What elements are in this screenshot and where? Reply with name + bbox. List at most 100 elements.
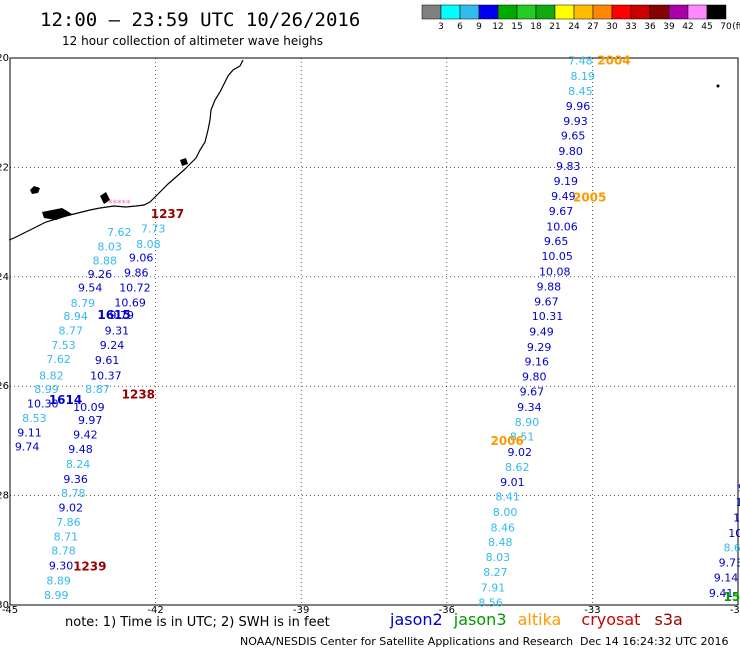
colorbar-swatch [554,4,575,20]
lat-lon-grid [9,57,739,606]
swh-value-label: 8.03 [97,241,122,254]
swh-value-label: 8.62 [505,461,530,474]
x-tick-label: -45 [2,605,18,616]
chart-title: 12:00 – 23:59 UTC 10/26/2016 [40,9,360,31]
swh-value-label: 8.90 [515,416,540,429]
track-series: 7.48 8.19 8.45 9.96 9.93 9.65 9.80 9.83 9.19 9.49… [478,55,595,610]
y-tick-label: -22 [0,162,9,173]
orbit-number-label: 1614 [49,393,82,407]
x-tick-label: -42 [147,605,163,616]
swh-value-label: 7.86 [56,516,81,529]
swh-value-label: 8.87 [85,383,110,396]
island-1 [30,186,40,194]
swh-value-label: 8.41 [495,491,520,504]
colorbar-swatch [478,4,499,20]
swh-value-label: 7.91 [481,581,506,594]
swh-value-label: 9.30 [49,560,74,573]
orbit-number-label: 1237 [151,207,184,221]
colorbar-swatch [668,4,689,20]
swh-value-label: 9.42 [73,428,98,441]
swh-value-label: 10.30 [27,398,58,411]
swh-value-label: 8.88 [93,254,118,267]
swh-value-label: 9.49 [551,190,576,203]
colorbar-tick: 12 [492,22,503,32]
gap-marker: ***** [108,199,131,209]
swh-value-label: 9.86 [124,266,149,279]
colorbar-swatch [573,4,594,20]
swh-value-label: 8.78 [51,544,76,557]
orbit-number-label: 2006 [490,434,523,448]
swh-value-label: 8.94 [63,310,88,323]
y-tick-label: -26 [0,381,9,392]
orbit-number-label: 1513 [723,590,740,604]
legend-cryosat: cryosat [581,610,640,629]
x-tick-label: -36 [439,605,455,616]
colorbar-swatch [459,4,480,20]
swh-value-label: 10.09 [73,401,105,414]
orbit-number-label: 2005 [573,190,606,204]
colorbar-tick: 30 [606,22,618,32]
swh-value-label: 8.03 [486,551,511,564]
colorbar-swatch [649,4,670,20]
swh-value-label: 9.88 [537,281,562,294]
colorbar-tick: 27 [587,22,598,32]
swh-value-label: 7.48 [568,55,593,68]
track-series: 9. 10.2 10.78 10.17 8.629.73 9.14 9.41 [709,481,740,600]
colorbar-swatch [706,4,727,20]
y-tick-label: -28 [0,491,9,502]
colorbar-tick: 45 [701,22,712,32]
swh-value-label: 8.82 [39,369,64,382]
orbit-number-label: 1239 [73,560,106,574]
swh-value-label: 9.26 [88,268,113,281]
swh-value-label: 9.36 [63,473,88,486]
swh-value-label: 9.16 [524,356,549,369]
swh-value-label: 8.24 [66,458,91,471]
colorbar-tick: 33 [625,22,636,32]
track-series: 7.628.038.889.269.548.798.948.777.537.62… [15,226,132,453]
colorbar-tick: (ft) [732,22,740,32]
altimeter-tracks: 7.73 8.089.069.86 10.72 10.699.79 9.31 9.24 9.… [15,55,740,610]
colorbar-tick: 24 [568,22,580,32]
colorbar-swatch [611,4,632,20]
swh-value-label: 8.99 [44,589,68,602]
swh-value-label: 9.48 [68,443,93,456]
x-tick-label: -39 [293,605,309,616]
swh-value-label: 9.49 [529,326,554,339]
swh-value-label: 9.34 [517,401,542,414]
swh-value-label: 10.08 [539,265,571,278]
colorbar-tick: 39 [663,22,675,32]
swh-value-label: 9.11 [17,427,41,440]
swh-value-label: 9.61 [95,354,120,367]
swh-value-label: 10.69 [114,297,146,310]
swh-value-label: 8.46 [490,521,514,534]
credit-right: Dec 14 16:24:32 UTC 2016 [580,635,728,648]
chart-subtitle: 12 hour collection of altimeter wave hei… [62,34,323,48]
swh-value-label: 9.01 [500,476,524,489]
swh-value-label: 8.89 [46,574,71,587]
swh-value-label: 8.08 [136,238,161,251]
track-series: 10.099.979.429.488.249.368.789.027.868.7… [44,401,105,602]
swh-value-label: 9.83 [556,160,581,173]
swh-value-label: 9.02 [59,502,84,515]
satellite-legend: jason2 jason3 altika cryosat s3a [389,610,683,629]
y-tick-label: -20 [0,53,9,64]
colorbar-swatch [516,4,537,20]
swh-value-label: 7.53 [51,339,76,352]
swh-value-label: 9.80 [522,370,547,383]
swh-value-label: 9.74 [15,440,40,453]
swh-value-label: 10.06 [546,220,578,233]
swh-value-label: 9.67 [534,295,559,308]
swh-value-label: 10.2 [736,496,740,509]
swh-value-label: 9.19 [554,175,579,188]
colorbar-tick: 18 [530,22,542,32]
credit-left: NOAA/NESDIS Center for Satellite Applica… [240,635,573,648]
swh-value-label: 8.19 [571,70,596,83]
colorbar-tick: 21 [549,22,560,32]
y-tick-label: -30 [0,600,9,611]
swh-value-label: 10.78 [733,511,740,524]
note-text: note: 1) Time is in UTC; 2) SWH is in fe… [65,615,330,630]
island-2 [100,192,110,204]
swh-value-label: 9.06 [129,252,154,265]
swh-value-label: 8.51 [510,431,534,444]
